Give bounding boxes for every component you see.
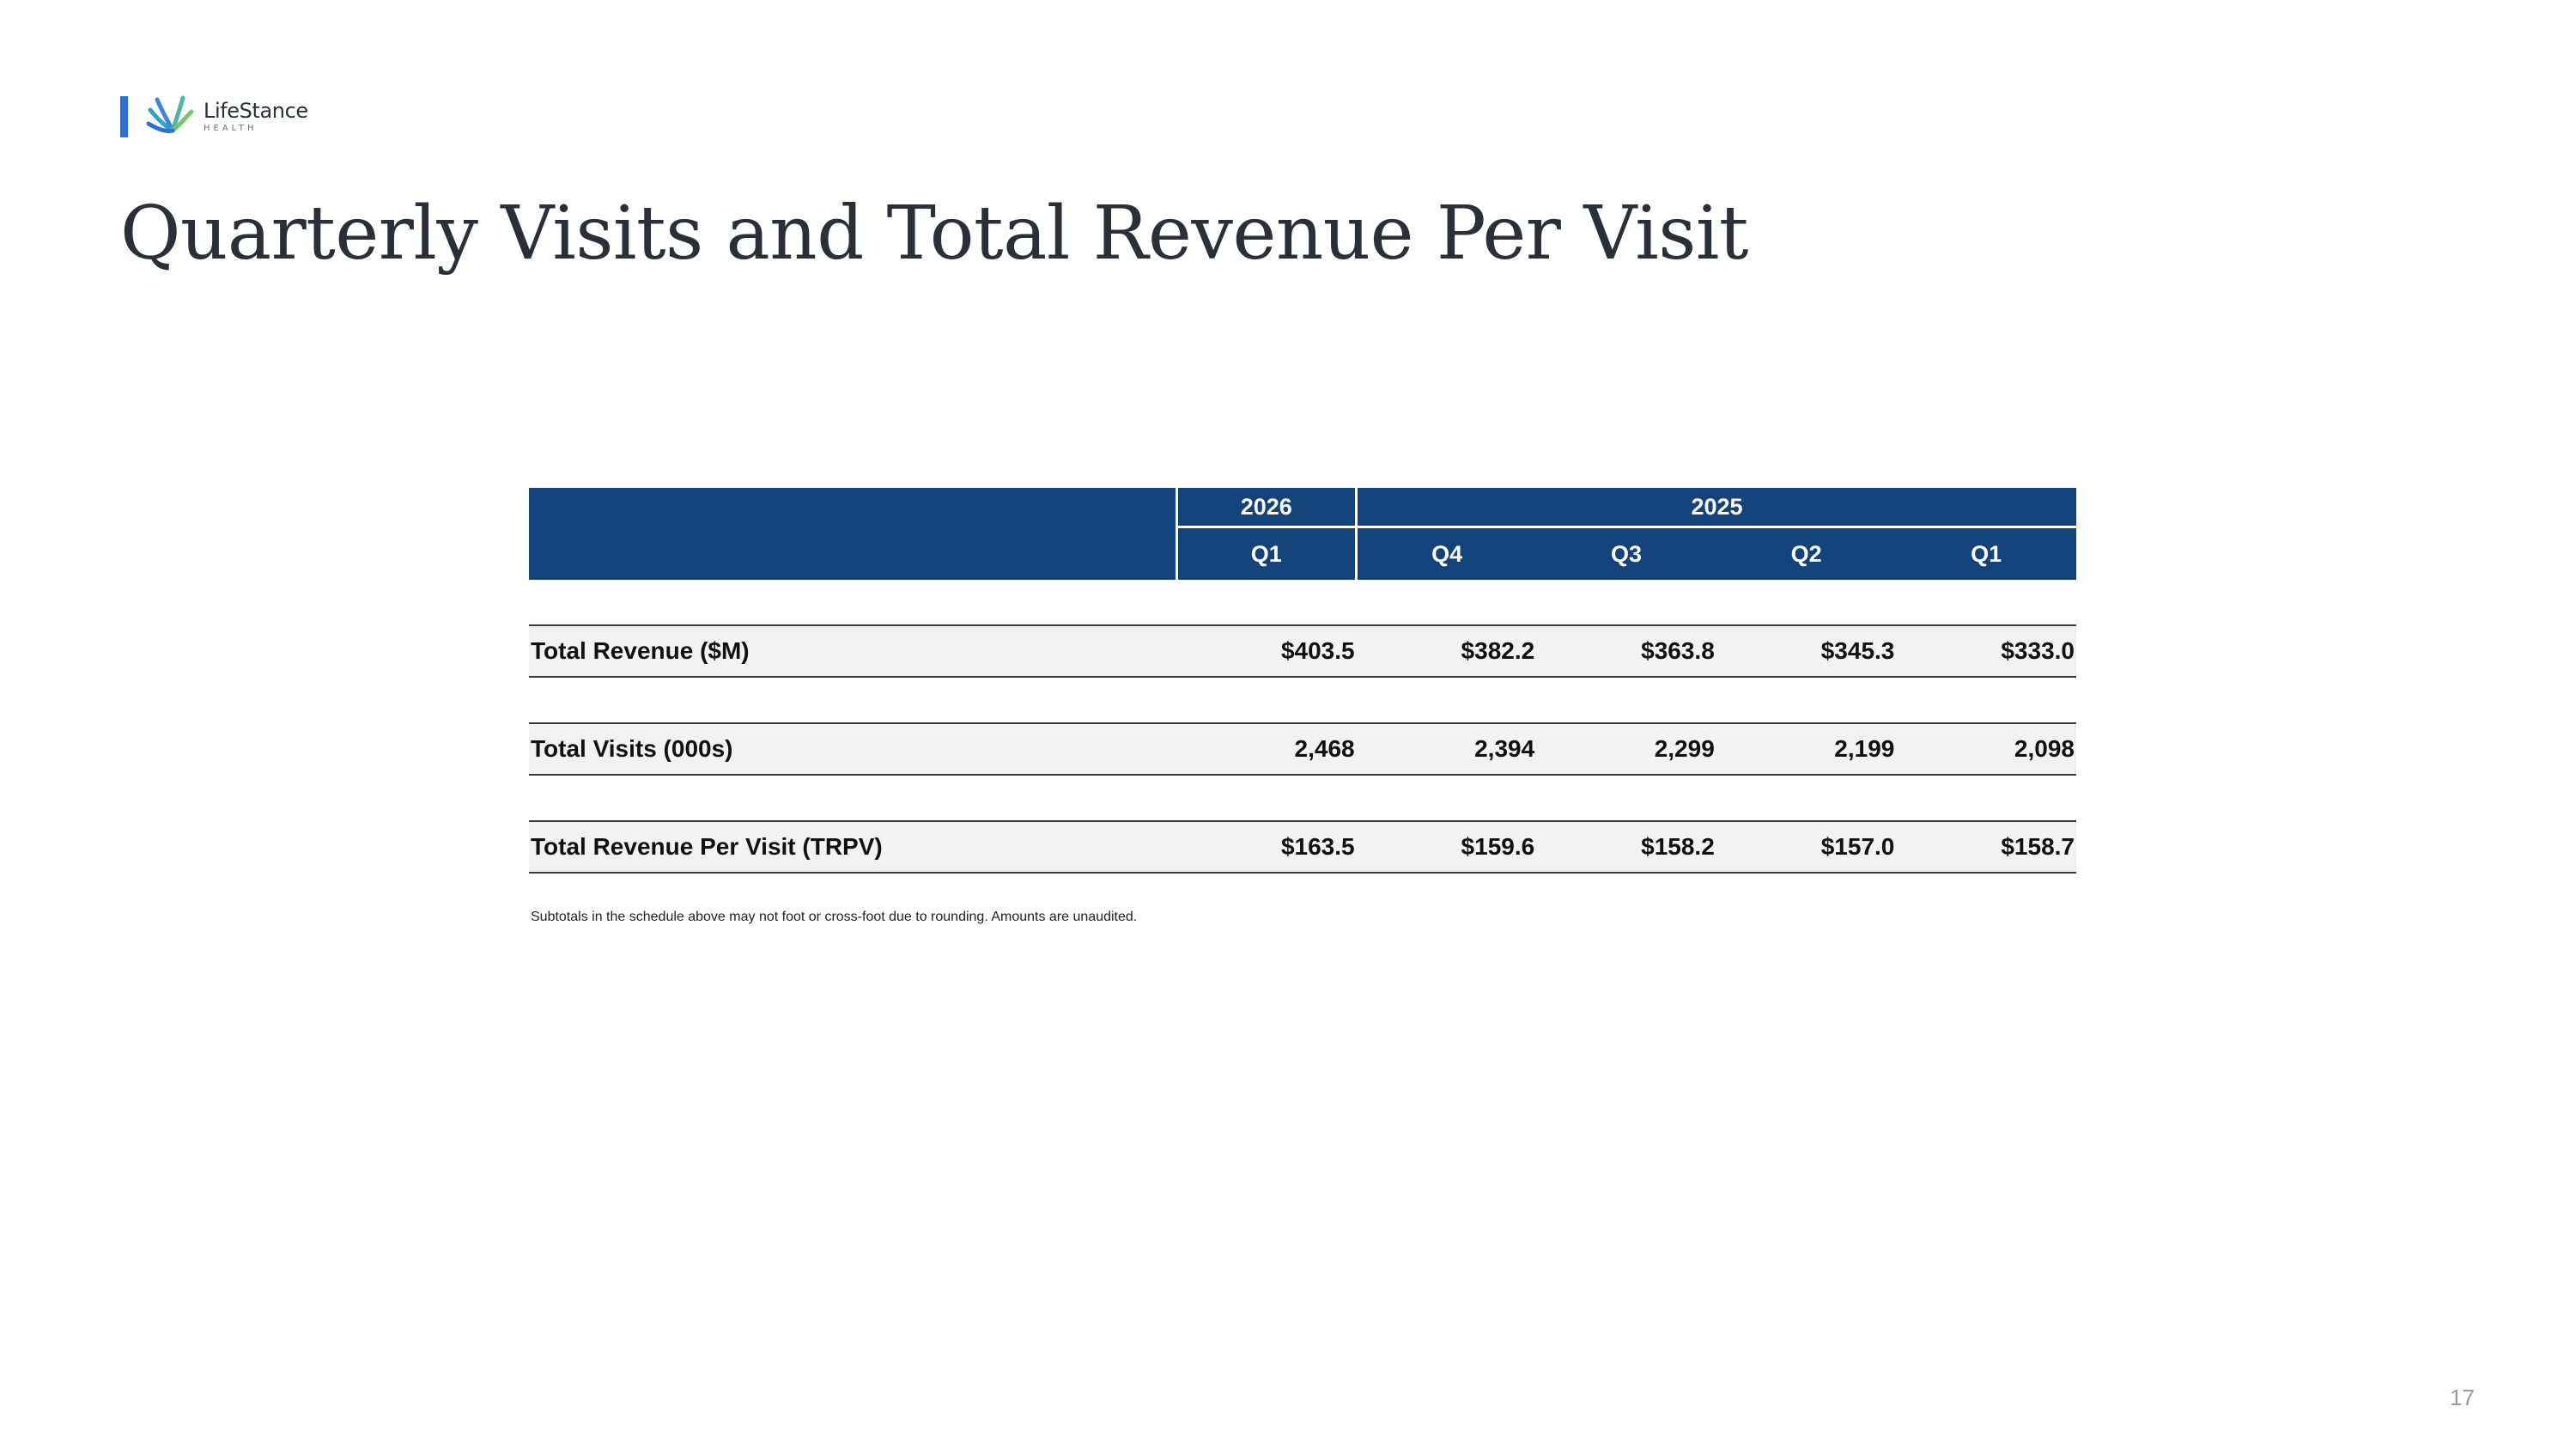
table-footnote: Subtotals in the schedule above may not … — [531, 910, 1138, 924]
year-header-2025: 2025 — [1355, 488, 2076, 527]
table-cell: 2,299 — [1536, 722, 1716, 776]
quarter-header: Q3 — [1536, 526, 1716, 580]
row-spacer — [529, 775, 2076, 821]
logo-text: LifeStance HEALTH — [204, 99, 308, 135]
table-cell: 2,199 — [1716, 722, 1897, 776]
header-blank-cell — [529, 488, 1176, 580]
table-cell: $157.0 — [1716, 820, 1897, 874]
row-label: Total Visits (000s) — [529, 722, 1176, 776]
table-cell: 2,394 — [1356, 722, 1537, 776]
table-cell: $158.7 — [1896, 820, 2076, 874]
table-cell: $363.8 — [1536, 624, 1716, 678]
table-cell: $163.5 — [1176, 820, 1357, 874]
table-cell: $403.5 — [1176, 624, 1357, 678]
logo-accent-bar — [120, 96, 128, 137]
table-cell: $345.3 — [1716, 624, 1897, 678]
quarter-header: Q1 — [1175, 526, 1357, 580]
table-row-total-visits: Total Visits (000s) 2,468 2,394 2,299 2,… — [529, 722, 2076, 776]
quarter-header: Q2 — [1716, 526, 1897, 580]
quarter-header: Q4 — [1355, 526, 1537, 580]
year-header-row: 2026 2025 — [529, 488, 2076, 580]
financial-table: 2026 2025 Q1 Q4 Q3 Q2 Q1 Total Revenue (… — [529, 488, 2076, 874]
table-cell: $333.0 — [1896, 624, 2076, 678]
logo-subtitle: HEALTH — [204, 124, 258, 133]
company-logo: LifeStance HEALTH — [120, 93, 308, 141]
row-spacer — [529, 580, 2076, 625]
page-number: 17 — [2450, 1385, 2475, 1410]
table-cell: 2,468 — [1176, 722, 1357, 776]
year-header-2026: 2026 — [1175, 488, 1357, 527]
row-label: Total Revenue ($M) — [529, 624, 1176, 678]
quarter-header-row: Q1 Q4 Q3 Q2 Q1 — [529, 526, 2076, 580]
table-cell: $382.2 — [1356, 624, 1537, 678]
logo-name: LifeStance — [204, 99, 308, 123]
quarter-header: Q1 — [1896, 526, 2076, 580]
row-spacer — [529, 677, 2076, 723]
row-label: Total Revenue Per Visit (TRPV) — [529, 820, 1176, 874]
table-row-trpv: Total Revenue Per Visit (TRPV) $163.5 $1… — [529, 820, 2076, 874]
table-body: Total Revenue ($M) $403.5 $382.2 $363.8 … — [529, 580, 2076, 874]
table-cell: 2,098 — [1896, 722, 2076, 776]
table-row-total-revenue: Total Revenue ($M) $403.5 $382.2 $363.8 … — [529, 624, 2076, 678]
page-title: Quarterly Visits and Total Revenue Per V… — [120, 191, 1749, 277]
table-header: 2026 2025 Q1 Q4 Q3 Q2 Q1 — [529, 488, 2076, 580]
table-cell: $159.6 — [1356, 820, 1537, 874]
lifestance-mark-icon — [146, 95, 194, 133]
table-cell: $158.2 — [1536, 820, 1716, 874]
